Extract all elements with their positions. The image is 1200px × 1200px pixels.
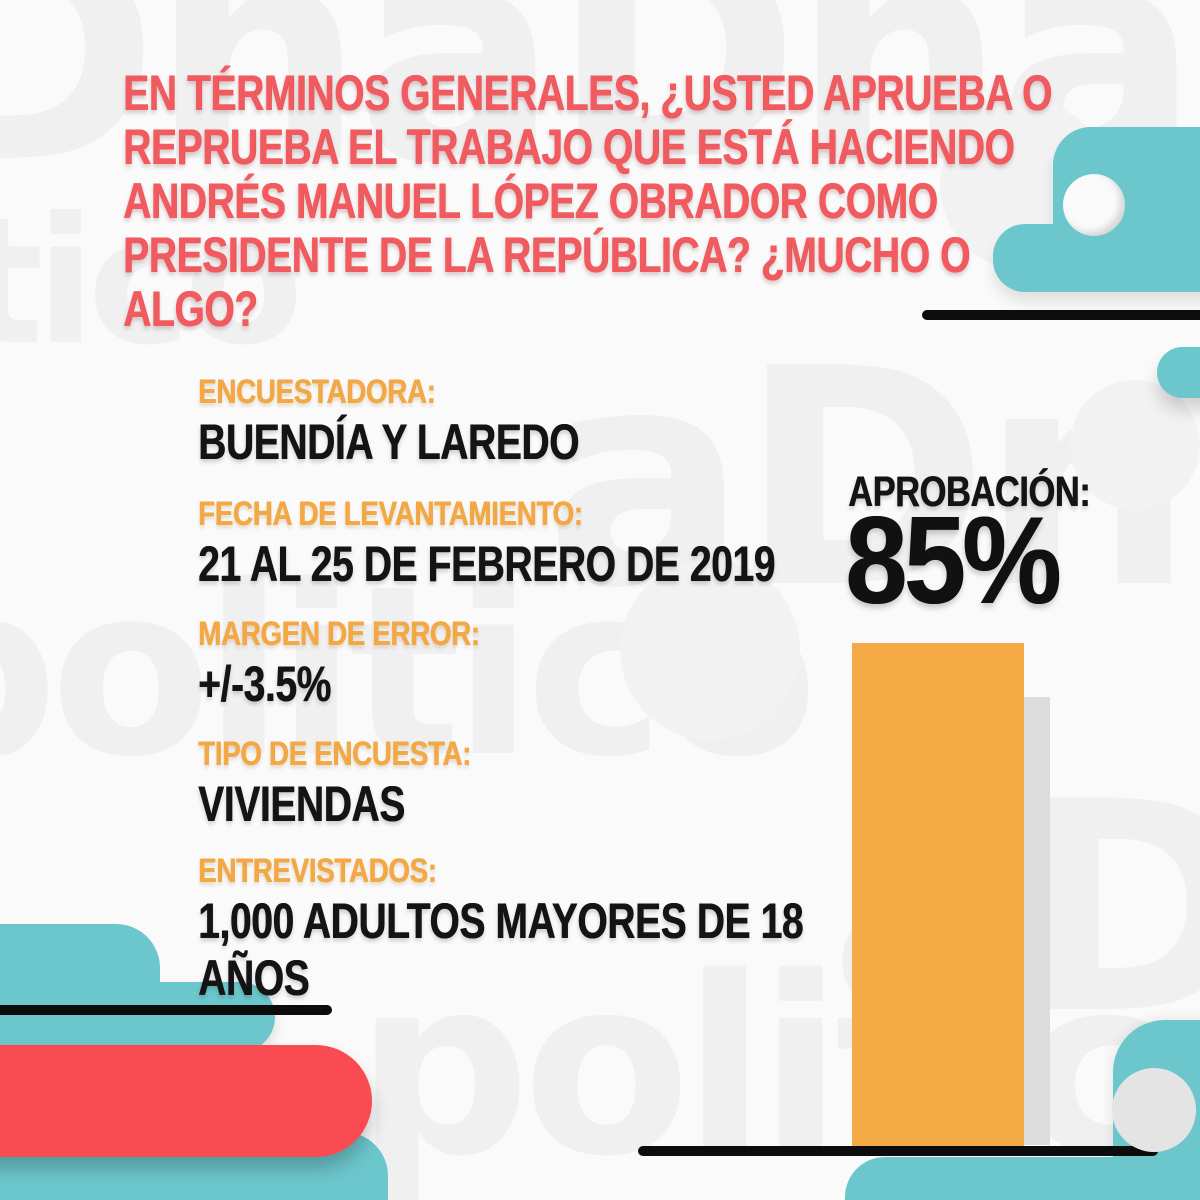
- methodology-label: FECHA DE LEVANTAMIENTO:: [198, 495, 583, 533]
- question-line: ALGO?: [123, 281, 258, 337]
- bar-drop-shadow: [1024, 697, 1050, 1145]
- methodology-item-respondents: ENTREVISTADOS: 1,000 ADULTOS MAYORES DE …: [198, 851, 988, 1007]
- background-blob: [1070, 380, 1200, 510]
- approval-label: APROBACIÓN:: [848, 468, 1091, 516]
- methodology-value: +/-3.5%: [198, 656, 331, 712]
- mid-left-rule: [0, 1005, 332, 1015]
- teal-blob-notch-circle: [1112, 1068, 1196, 1152]
- question-line: EN TÉRMINOS GENERALES, ¿USTED APRUEBA O: [123, 65, 1052, 121]
- question-line: PRESIDENTE DE LA REPÚBLICA? ¿MUCHO O: [123, 227, 970, 283]
- red-ribbon: [0, 1045, 372, 1157]
- question-line: REPRUEBA EL TRABAJO QUE ESTÁ HACIENDO: [123, 119, 1015, 175]
- methodology-label: ENCUESTADORA:: [198, 373, 436, 411]
- background-blob: [620, 560, 800, 740]
- methodology-item-dates: FECHA DE LEVANTAMIENTO: 21 AL 25 DE FEBR…: [198, 494, 998, 593]
- question-text: EN TÉRMINOS GENERALES, ¿USTED APRUEBA O …: [123, 66, 1200, 336]
- methodology-item-error-margin: MARGEN DE ERROR: +/-3.5%: [198, 614, 998, 713]
- teal-pill-right-edge: [1157, 347, 1200, 398]
- methodology-label: MARGEN DE ERROR:: [198, 615, 480, 653]
- watermark-text: tico: [0, 181, 304, 384]
- methodology-value: 1,000 ADULTOS MAYORES DE 18 AÑOS: [198, 893, 804, 1006]
- teal-cloud-bottom-left-lower: [0, 982, 275, 1052]
- approval-bar: [852, 643, 1024, 1152]
- question-line: ANDRÉS MANUEL LÓPEZ OBRADOR COMO: [123, 173, 938, 229]
- chart-baseline-rule: [638, 1146, 1158, 1156]
- methodology-value: VIVIENDAS: [198, 776, 405, 832]
- teal-cloud-notch: [1063, 174, 1125, 236]
- teal-strip-bottom-right: [845, 1157, 1200, 1200]
- methodology-value: BUENDÍA Y LAREDO: [198, 414, 579, 470]
- methodology-item-survey-type: TIPO DE ENCUESTA: VIVIENDAS: [198, 734, 998, 833]
- methodology-item-pollster: ENCUESTADORA: BUENDÍA Y LAREDO: [198, 372, 998, 471]
- methodology-value: 21 AL 25 DE FEBRERO DE 2019: [198, 536, 775, 592]
- methodology-label: TIPO DE ENCUESTA:: [198, 735, 471, 773]
- approval-value: 85%: [845, 492, 1061, 630]
- top-right-rule: [922, 310, 1200, 320]
- methodology-label: ENTREVISTADOS:: [198, 852, 437, 890]
